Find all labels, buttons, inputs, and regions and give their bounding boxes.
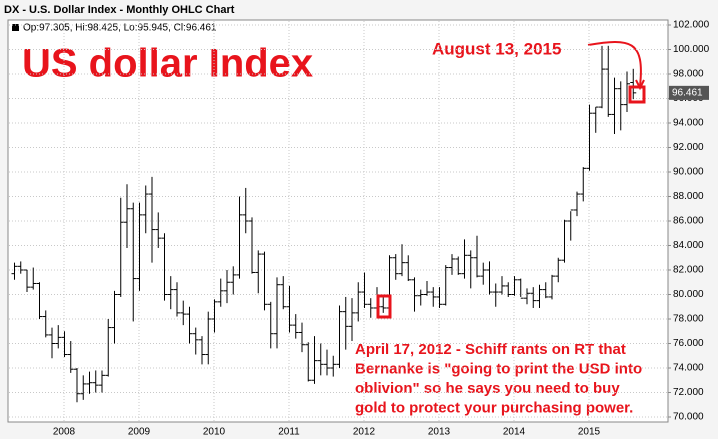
x-tick-label: 2008 <box>53 427 76 438</box>
y-tick-label: 80.000 <box>673 289 704 300</box>
x-tick-label: 2009 <box>128 427 151 438</box>
y-tick-label: 88.000 <box>673 191 704 202</box>
x-tick-label: 2014 <box>503 427 526 438</box>
last-price-label: 96.461 <box>672 87 703 98</box>
note-block: April 17, 2012 - Schiff rants on RT that… <box>355 341 642 417</box>
note-line: April 17, 2012 - Schiff rants on RT that <box>355 341 626 358</box>
y-tick-label: 102.000 <box>673 20 710 31</box>
y-tick-label: 84.000 <box>673 240 704 251</box>
y-tick-label: 94.000 <box>673 118 704 129</box>
y-tick-label: 100.000 <box>673 44 710 55</box>
date-note: August 13, 2015 <box>432 39 561 58</box>
y-tick-label: 78.000 <box>673 314 704 325</box>
note-line: gold to protect your purchasing power. <box>355 399 633 416</box>
x-tick-label: 2012 <box>353 427 376 438</box>
arrow <box>587 40 642 87</box>
note-line: oblivion" so he says you need to buy <box>355 380 620 397</box>
y-tick-label: 92.000 <box>673 142 704 153</box>
x-tick-label: 2011 <box>278 427 300 438</box>
last-price-box <box>669 85 709 100</box>
y-tick-label: 90.000 <box>673 167 704 178</box>
y-tick-label: 98.000 <box>673 69 704 80</box>
highlight-box <box>376 294 392 319</box>
chart-title: DX - U.S. Dollar Index - Monthly OHLC Ch… <box>4 4 235 16</box>
highlight-box <box>628 85 646 104</box>
x-tick-label: 2010 <box>203 427 226 438</box>
y-tick-label: 70.000 <box>673 412 704 423</box>
legend-swatch <box>12 24 19 31</box>
x-tick-label: 2015 <box>578 427 601 438</box>
note-line: Bernanke is "going to print the USD into <box>355 360 642 377</box>
y-tick-label: 86.000 <box>673 216 704 227</box>
legend-text: Op:97.305, Hi:98.425, Lo:95.945, Cl:96.4… <box>23 23 217 34</box>
y-tick-label: 72.000 <box>673 387 704 398</box>
y-tick-label: 74.000 <box>673 363 704 374</box>
headline: US dollar Index <box>22 42 313 86</box>
x-tick-label: 2013 <box>428 427 451 438</box>
y-tick-label: 76.000 <box>673 338 704 349</box>
y-tick-label: 82.000 <box>673 265 704 276</box>
